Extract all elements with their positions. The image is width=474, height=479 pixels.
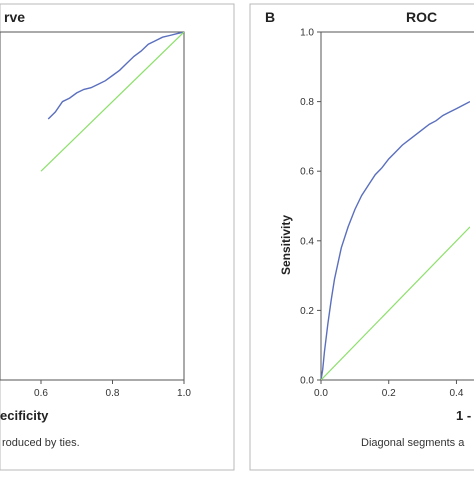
y-tick-label-b: 0.4 [300,236,314,247]
panel-b-ylabel: Sensitivity [279,215,293,275]
series-line-a-0 [47,32,184,120]
series-line-a-1 [40,32,184,172]
y-tick-label-b: 0.8 [300,97,314,108]
x-tick-label-b: 0.2 [382,388,396,399]
panel-b-title: ROC [406,9,437,25]
series-line-b-1 [321,226,470,380]
panel-a-title: rve [4,9,25,25]
panel-b-footnote: Diagonal segments a [361,437,465,449]
y-tick-label-b: 0.0 [300,376,314,387]
panel-a-xlabel: ecificity [0,408,49,423]
series-line-b-0 [321,100,470,380]
panel-a-footnote: roduced by ties. [2,437,80,449]
y-tick-label-b: 0.2 [300,306,314,317]
axes-frame-b [320,31,474,381]
x-tick-label-a: 0.8 [106,388,120,399]
panel-b-plot: 0.0 0.2 0.4 0.0 0.2 0.4 0.6 0.8 1.0 [300,28,474,399]
y-tick-label-b: 1.0 [300,28,314,39]
panel-b-letter: B [265,9,275,25]
x-tick-label-a: 0.6 [34,388,48,399]
y-tick-label-b: 0.6 [300,167,314,178]
x-tick-label-a: 1.0 [177,388,191,399]
panel-a-frame [0,3,235,471]
panel-a-plot: 0.6 0.8 1.0 [0,31,191,399]
x-tick-label-b: 0.4 [450,388,464,399]
axes-frame-a [0,31,185,381]
x-tick-label-b: 0.0 [314,388,328,399]
panel-b-frame [249,3,474,471]
panel-b-xlabel: 1 - [456,408,471,423]
